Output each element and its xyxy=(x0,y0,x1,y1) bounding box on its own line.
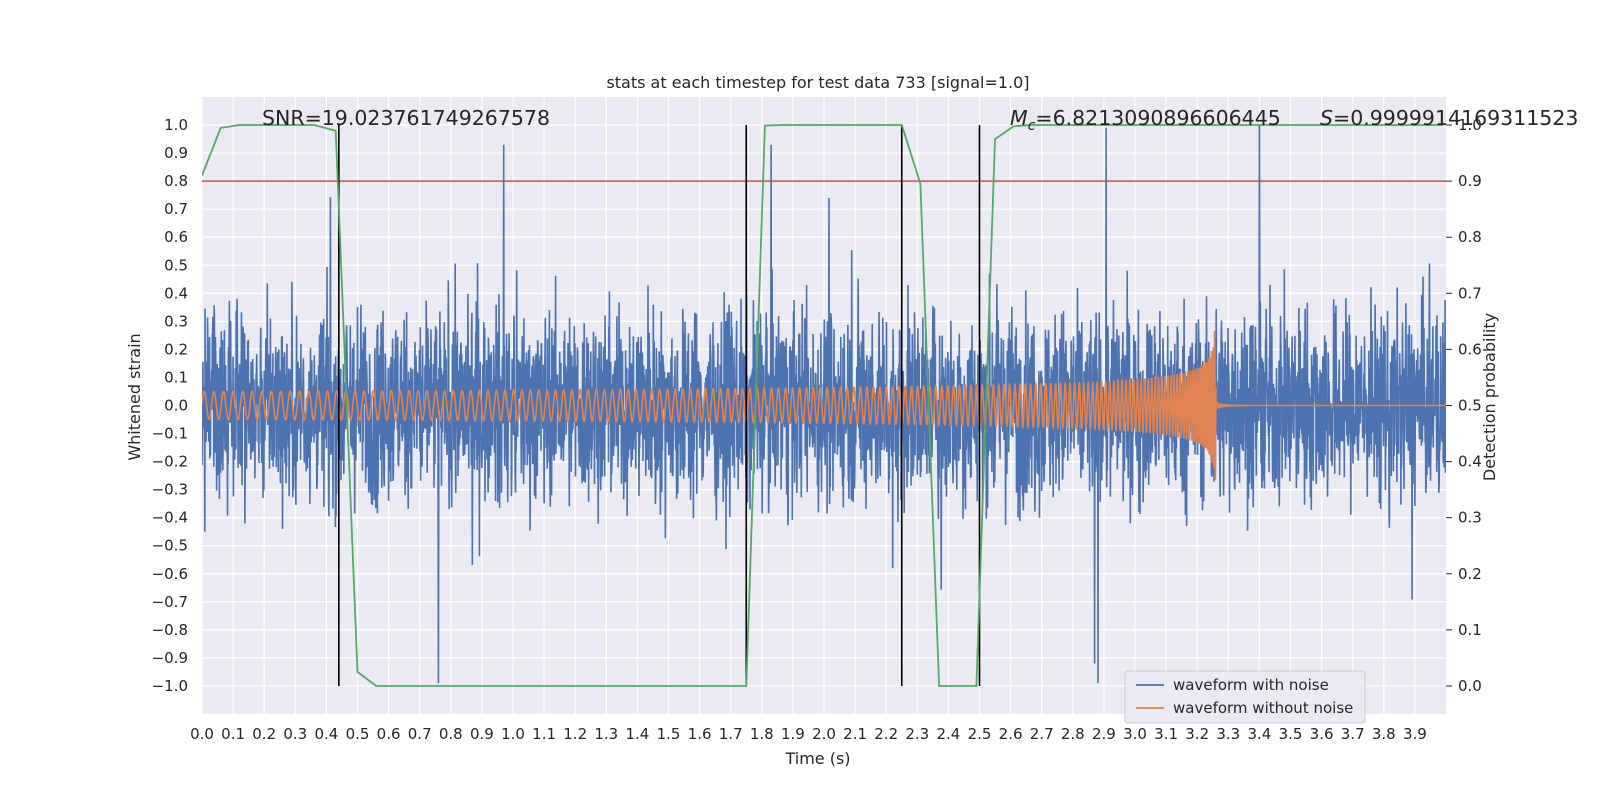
y2-tick-label: 0.4 xyxy=(1458,453,1482,471)
x-tick-label: 2.5 xyxy=(968,725,992,743)
detection-probability-line xyxy=(202,124,1443,687)
y2-tick-label: 0.0 xyxy=(1458,677,1482,695)
x-tick-label: 3.0 xyxy=(1123,725,1147,743)
x-tick-label: 2.6 xyxy=(999,725,1023,743)
snr-annotation: SNR=19.023761749267578 xyxy=(262,106,550,130)
y-tick-label: −0.5 xyxy=(152,537,188,555)
y2-tick-label: 0.7 xyxy=(1458,284,1482,302)
chirp-mass-annotation: Mc=6.8213090896606445 xyxy=(1010,106,1281,134)
x-tick-label: 0.8 xyxy=(439,725,463,743)
x-tick-label: 1.3 xyxy=(594,725,618,743)
x-tick-label: 1.6 xyxy=(688,725,712,743)
y2-tick-label: 1.0 xyxy=(1458,116,1482,134)
chart-title: stats at each timestep for test data 733… xyxy=(606,73,1029,92)
x-tick-label: 2.3 xyxy=(905,725,929,743)
y-tick-label: 0.7 xyxy=(164,200,188,218)
x-tick-label: 2.7 xyxy=(1030,725,1054,743)
y2-tick-label: 0.9 xyxy=(1458,172,1482,190)
x-tick-label: 1.7 xyxy=(719,725,743,743)
x-axis-label: Time (s) xyxy=(784,749,850,768)
y-tick-label: −0.9 xyxy=(152,649,188,667)
x-tick-label: 3.2 xyxy=(1185,725,1209,743)
x-tick-label: 1.5 xyxy=(657,725,681,743)
x-tick-label: 3.5 xyxy=(1279,725,1303,743)
legend-box xyxy=(1124,670,1366,724)
x-tick-label: 0.3 xyxy=(283,725,307,743)
y-tick-label: −0.1 xyxy=(152,425,188,443)
x-tick-label: 1.8 xyxy=(750,725,774,743)
y2-tick-label: 0.1 xyxy=(1458,621,1482,639)
x-tick-label: 2.8 xyxy=(1061,725,1085,743)
x-tick-label: 2.1 xyxy=(843,725,867,743)
x-axis-ticks: 0.0 0.1 0.2 0.3 0.4 0.5 0.6 0.7 0.8 0.9 1.0 1.1 1.2 1… xyxy=(190,725,1427,743)
x-tick-label: 0.0 xyxy=(190,725,214,743)
x-tick-label: 2.4 xyxy=(936,725,960,743)
y2-tick-label: 0.8 xyxy=(1458,228,1482,246)
x-tick-label: 3.8 xyxy=(1372,725,1396,743)
y-tick-label: −0.6 xyxy=(152,565,188,583)
chirp-mass-subscript: c xyxy=(1028,118,1036,134)
x-tick-label: 2.9 xyxy=(1092,725,1116,743)
x-tick-label: 0.4 xyxy=(314,725,338,743)
y-tick-label: 0.5 xyxy=(164,256,188,274)
y-tick-label: 0.0 xyxy=(164,397,188,415)
y2-tick-label: 0.5 xyxy=(1458,397,1482,415)
waveform-with-noise-line xyxy=(202,124,1446,684)
y2-axis-ticks: 1.0 0.9 0.8 0.7 0.6 0.5 0.4 0.3 0.2 0.1 0.0 xyxy=(1446,116,1482,695)
y-tick-label: 0.2 xyxy=(164,340,188,358)
x-tick-label: 0.2 xyxy=(252,725,276,743)
y-tick-label: 0.9 xyxy=(164,144,188,162)
y-tick-label: 0.6 xyxy=(164,228,188,246)
chirp-mass-value: =6.8213090896606445 xyxy=(1035,106,1280,130)
y2-tick-label: 0.6 xyxy=(1458,340,1482,358)
y2-tick-label: 0.3 xyxy=(1458,509,1482,527)
s-annotation: S=0.9999914169311523 xyxy=(1320,106,1578,130)
x-tick-label: 0.9 xyxy=(470,725,494,743)
x-tick-label: 2.2 xyxy=(874,725,898,743)
y-axis-label: Whitened strain xyxy=(125,333,144,460)
y2-tick-label: 0.2 xyxy=(1458,565,1482,583)
x-tick-label: 1.9 xyxy=(781,725,805,743)
y-tick-label: −0.8 xyxy=(152,621,188,639)
y-tick-label: 0.1 xyxy=(164,368,188,386)
x-tick-label: 0.6 xyxy=(377,725,401,743)
chirp-mass-symbol: M xyxy=(1010,106,1028,130)
legend: waveform with noise waveform without noi… xyxy=(1124,670,1366,724)
x-tick-label: 3.9 xyxy=(1403,725,1427,743)
x-tick-label: 3.3 xyxy=(1216,725,1240,743)
x-tick-label: 3.7 xyxy=(1341,725,1365,743)
y-tick-label: −0.7 xyxy=(152,593,188,611)
s-annotation-value: =0.9999914169311523 xyxy=(1333,106,1578,130)
x-tick-label: 0.7 xyxy=(408,725,432,743)
y-tick-label: 1.0 xyxy=(164,116,188,134)
y-tick-label: 0.8 xyxy=(164,172,188,190)
x-tick-label: 0.1 xyxy=(221,725,245,743)
y2-axis-label: Detection probability xyxy=(1480,313,1499,481)
x-tick-label: 3.1 xyxy=(1154,725,1178,743)
y-tick-label: −0.3 xyxy=(152,481,188,499)
x-tick-label: 1.4 xyxy=(625,725,649,743)
y-tick-label: −1.0 xyxy=(152,677,188,695)
x-tick-label: 2.0 xyxy=(812,725,836,743)
y-tick-label: −0.2 xyxy=(152,453,188,471)
x-tick-label: 1.0 xyxy=(501,725,525,743)
y-tick-label: −0.4 xyxy=(152,509,188,527)
x-tick-label: 3.6 xyxy=(1310,725,1334,743)
y-tick-label: 0.3 xyxy=(164,312,188,330)
legend-label-no-noise: waveform without noise xyxy=(1173,699,1353,717)
y-tick-label: 0.4 xyxy=(164,284,188,302)
x-tick-label: 1.2 xyxy=(563,725,587,743)
waveform-without-noise-line xyxy=(202,330,1446,480)
x-tick-label: 1.1 xyxy=(532,725,556,743)
legend-label-noise: waveform with noise xyxy=(1173,676,1329,694)
y-axis-ticks: 1.0 0.9 0.8 0.7 0.6 0.5 0.4 0.3 0.2 0.1 0.0 −0.1 −0.… xyxy=(152,116,188,695)
x-tick-label: 0.5 xyxy=(346,725,370,743)
x-tick-label: 3.4 xyxy=(1247,725,1271,743)
